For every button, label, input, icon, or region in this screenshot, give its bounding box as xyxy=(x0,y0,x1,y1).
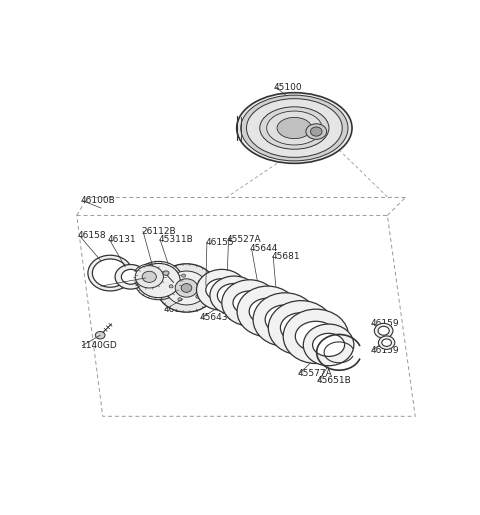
Text: 45681: 45681 xyxy=(271,252,300,261)
Ellipse shape xyxy=(88,255,132,291)
Ellipse shape xyxy=(178,298,182,301)
Text: 46155: 46155 xyxy=(205,238,234,247)
Text: 45644: 45644 xyxy=(250,245,278,253)
Ellipse shape xyxy=(196,269,247,311)
Ellipse shape xyxy=(182,274,186,277)
Text: 46159: 46159 xyxy=(371,319,399,328)
Ellipse shape xyxy=(253,293,317,347)
Ellipse shape xyxy=(265,305,305,334)
Ellipse shape xyxy=(311,127,322,136)
Ellipse shape xyxy=(198,280,202,284)
Text: 45100: 45100 xyxy=(274,82,302,92)
Ellipse shape xyxy=(206,279,238,301)
Ellipse shape xyxy=(233,291,266,315)
Text: 45577A: 45577A xyxy=(297,369,332,378)
Ellipse shape xyxy=(217,284,251,307)
Ellipse shape xyxy=(312,333,345,356)
Ellipse shape xyxy=(283,309,348,364)
Ellipse shape xyxy=(382,339,392,347)
Text: 46131: 46131 xyxy=(108,235,136,244)
Ellipse shape xyxy=(280,313,322,343)
Text: 1140GD: 1140GD xyxy=(81,341,117,350)
Ellipse shape xyxy=(202,287,209,293)
Ellipse shape xyxy=(241,95,348,161)
Text: 45311B: 45311B xyxy=(158,235,193,244)
Ellipse shape xyxy=(142,271,156,282)
Text: 26112B: 26112B xyxy=(141,227,176,235)
Ellipse shape xyxy=(96,332,105,339)
Ellipse shape xyxy=(137,264,180,298)
Ellipse shape xyxy=(378,336,395,349)
Ellipse shape xyxy=(374,323,393,338)
Text: 46100B: 46100B xyxy=(81,196,115,205)
Ellipse shape xyxy=(166,271,207,305)
Text: 46159: 46159 xyxy=(371,346,399,355)
Ellipse shape xyxy=(306,124,327,140)
Text: 45527A: 45527A xyxy=(227,235,261,244)
Ellipse shape xyxy=(135,266,163,288)
Ellipse shape xyxy=(303,324,354,366)
Ellipse shape xyxy=(247,99,342,158)
Ellipse shape xyxy=(115,265,146,289)
Ellipse shape xyxy=(268,301,334,355)
Ellipse shape xyxy=(92,259,128,287)
Ellipse shape xyxy=(210,276,258,315)
Text: 46158: 46158 xyxy=(78,231,107,241)
Ellipse shape xyxy=(237,286,298,337)
Text: 45651B: 45651B xyxy=(317,376,351,385)
Ellipse shape xyxy=(121,269,140,284)
Ellipse shape xyxy=(163,271,169,276)
Ellipse shape xyxy=(157,264,216,312)
Ellipse shape xyxy=(277,117,312,139)
Ellipse shape xyxy=(260,107,329,149)
Ellipse shape xyxy=(222,280,277,326)
Ellipse shape xyxy=(237,93,352,163)
Ellipse shape xyxy=(196,295,200,298)
Ellipse shape xyxy=(181,284,192,293)
Text: 45643C: 45643C xyxy=(200,313,234,322)
Ellipse shape xyxy=(175,279,198,297)
Text: 46111A: 46111A xyxy=(163,305,198,314)
Ellipse shape xyxy=(267,111,322,145)
Ellipse shape xyxy=(134,262,183,300)
Ellipse shape xyxy=(249,298,286,324)
Ellipse shape xyxy=(133,264,166,289)
Ellipse shape xyxy=(378,327,389,335)
Ellipse shape xyxy=(169,285,173,288)
Text: 45247A: 45247A xyxy=(99,282,133,290)
Ellipse shape xyxy=(295,321,336,351)
